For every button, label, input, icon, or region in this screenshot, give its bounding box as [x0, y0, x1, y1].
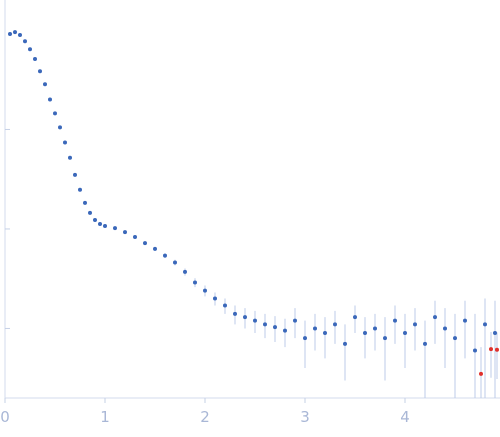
- data-point: [88, 210, 92, 215]
- x-tick-label: 3: [300, 408, 310, 426]
- data-point: [133, 235, 137, 240]
- data-point: [83, 200, 87, 205]
- data-point: [18, 32, 22, 37]
- data-point: [143, 241, 147, 246]
- data-point: [489, 347, 493, 352]
- data-point: [383, 336, 387, 341]
- data-point: [23, 39, 27, 44]
- data-point: [63, 140, 67, 145]
- data-point: [493, 331, 497, 336]
- data-point: [273, 325, 277, 330]
- x-tick-label: 1: [100, 408, 110, 426]
- x-tick-label: 0: [0, 408, 10, 426]
- data-point: [33, 57, 37, 62]
- data-point: [58, 125, 62, 130]
- data-point: [433, 315, 437, 320]
- data-point: [473, 348, 477, 353]
- data-point: [413, 322, 417, 327]
- data-point: [423, 341, 427, 346]
- data-point: [38, 69, 42, 74]
- data-point: [183, 269, 187, 274]
- data-point: [283, 328, 287, 333]
- data-point: [293, 318, 297, 323]
- data-point: [93, 218, 97, 223]
- data-point: [243, 315, 247, 320]
- data-point: [363, 331, 367, 336]
- data-point: [303, 336, 307, 341]
- data-point: [173, 260, 177, 265]
- data-point: [13, 30, 17, 35]
- data-point: [483, 322, 487, 327]
- data-point: [28, 47, 32, 52]
- data-point: [8, 32, 12, 37]
- data-point: [98, 222, 102, 227]
- data-point: [373, 326, 377, 331]
- data-point: [313, 326, 317, 331]
- data-point: [43, 82, 47, 87]
- data-point: [68, 155, 72, 160]
- data-point: [113, 226, 117, 231]
- data-point: [463, 318, 467, 323]
- data-point: [343, 341, 347, 346]
- x-tick-label: 4: [400, 408, 410, 426]
- data-point: [223, 303, 227, 308]
- data-point: [153, 246, 157, 251]
- data-point: [393, 318, 397, 323]
- data-point: [193, 280, 197, 285]
- data-point: [233, 311, 237, 316]
- x-tick-label: 2: [200, 408, 210, 426]
- data-point: [495, 347, 499, 352]
- data-point: [78, 187, 82, 192]
- data-point: [163, 253, 167, 258]
- data-point: [213, 296, 217, 301]
- data-point: [403, 331, 407, 336]
- data-point: [48, 97, 52, 102]
- data-point: [123, 230, 127, 235]
- data-point: [103, 224, 107, 229]
- data-point: [263, 322, 267, 327]
- data-point: [479, 371, 483, 376]
- data-point: [333, 322, 337, 327]
- data-point: [73, 172, 77, 177]
- data-point: [353, 315, 357, 320]
- data-point: [453, 336, 457, 341]
- data-point: [323, 331, 327, 336]
- data-point: [203, 288, 207, 293]
- data-point: [443, 326, 447, 331]
- data-point: [53, 111, 57, 116]
- data-point: [253, 318, 257, 323]
